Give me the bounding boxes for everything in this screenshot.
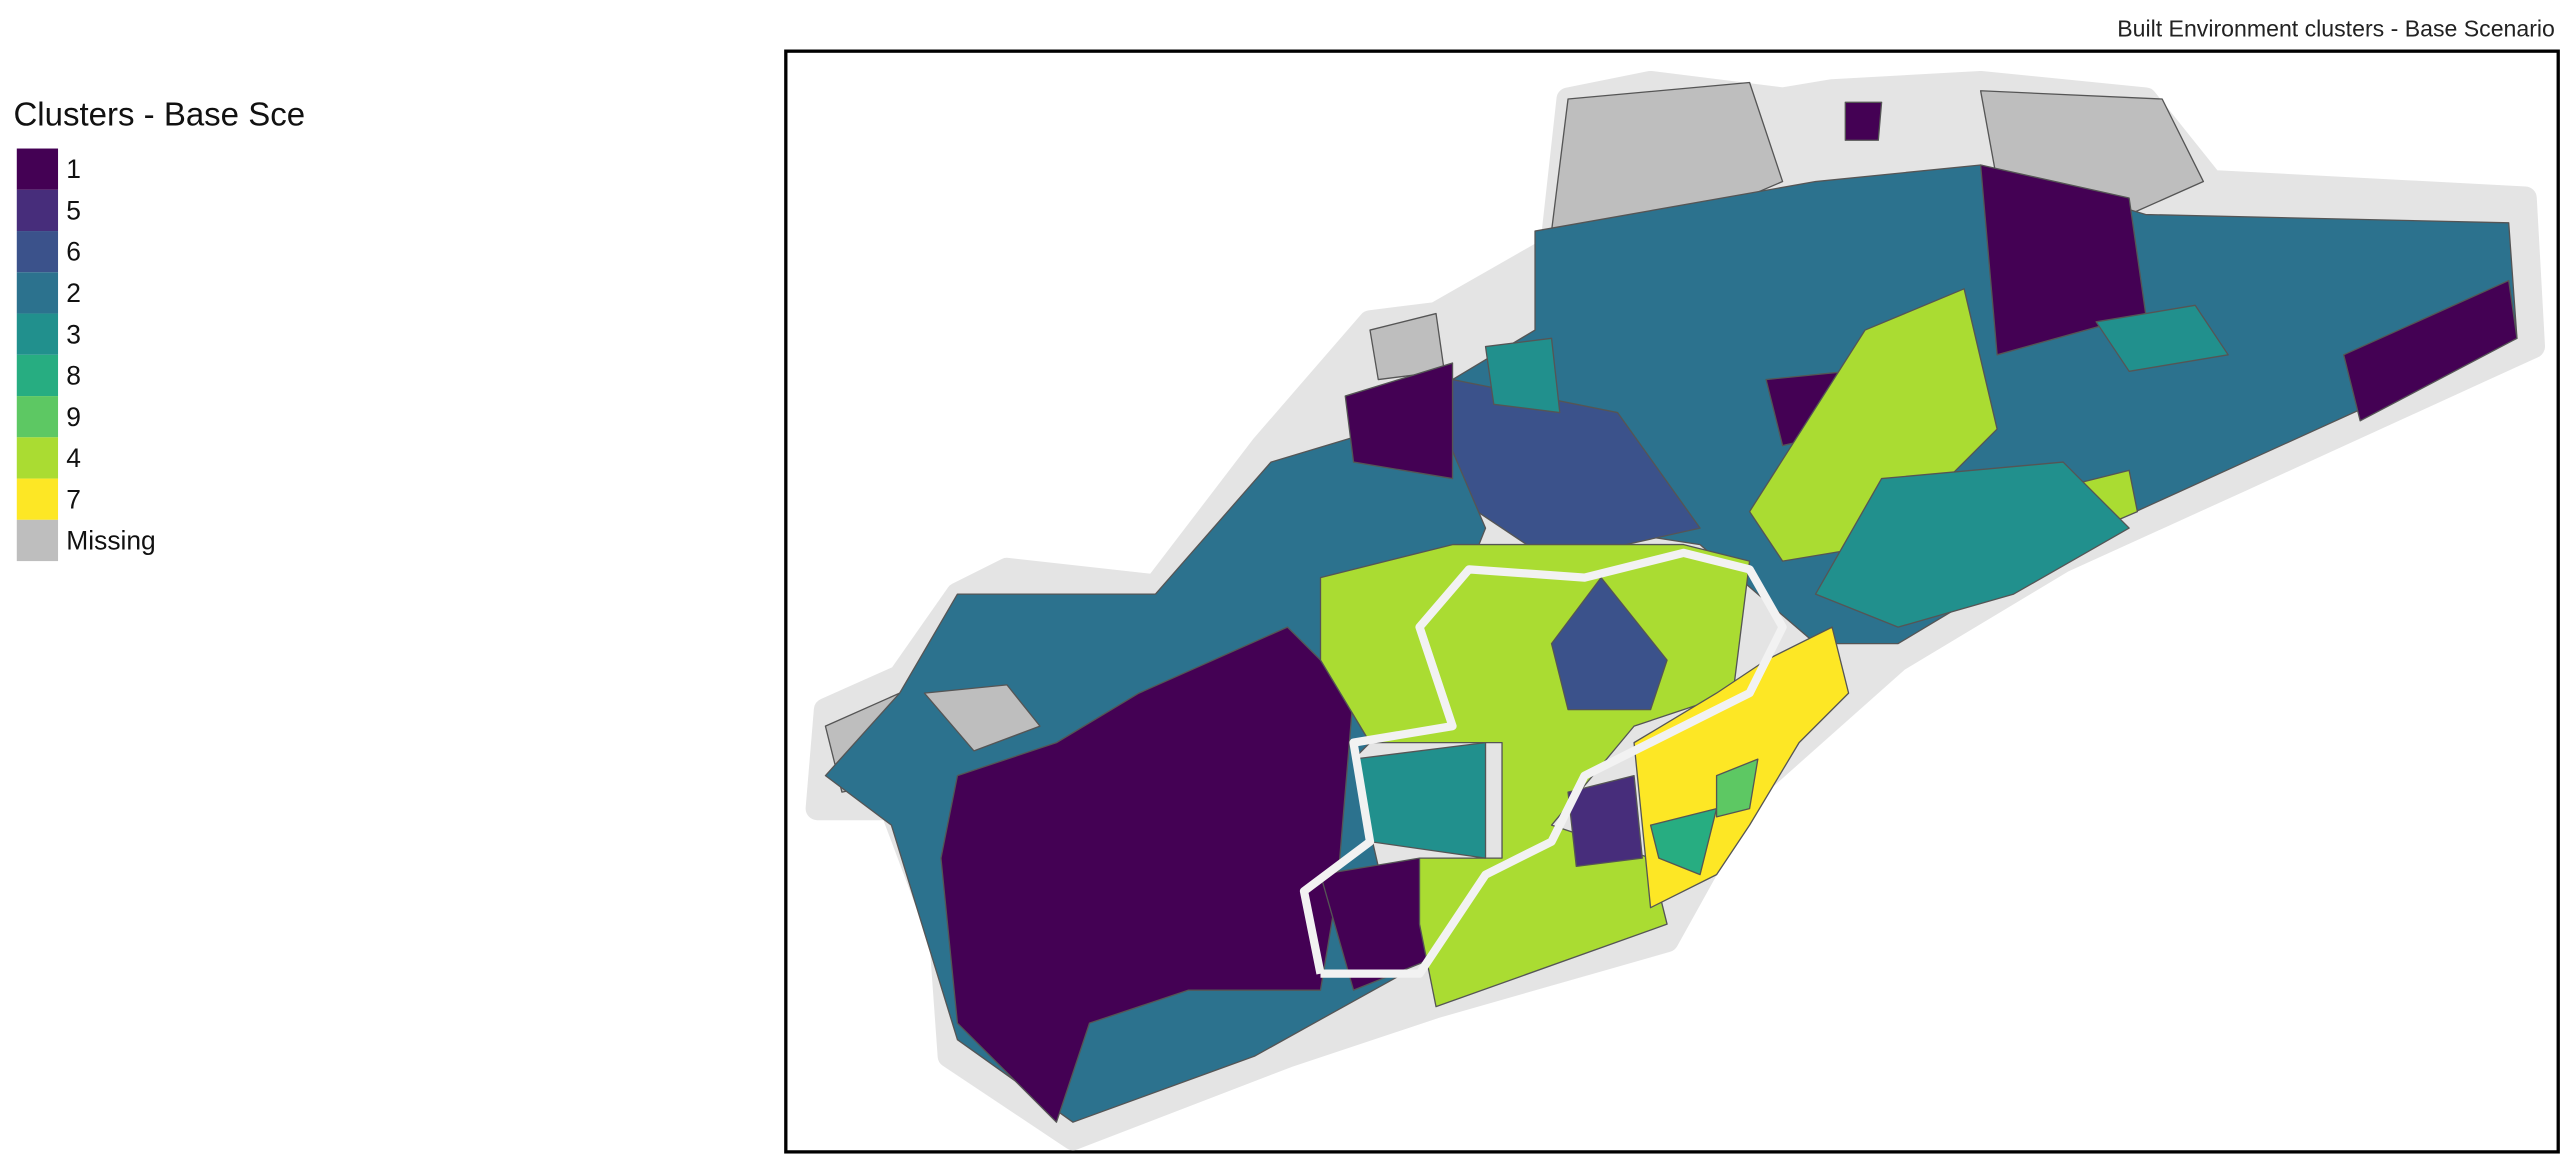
legend-label: 7	[66, 484, 81, 514]
legend-swatch	[16, 272, 59, 314]
zone-outline	[1299, 548, 1787, 978]
legend-swatch	[16, 354, 59, 397]
map-region	[940, 626, 1355, 1123]
map-title: Built Environment clusters - Base Scenar…	[2117, 15, 2555, 41]
legend-title: Clusters - Base Sce	[13, 95, 305, 132]
legend-swatch	[16, 519, 59, 562]
legend-swatch	[16, 231, 59, 273]
legend-label: 8	[66, 361, 81, 391]
legend-label: 3	[66, 319, 81, 349]
legend-label: 9	[66, 402, 81, 432]
legend-label: 2	[66, 278, 81, 308]
map-region	[1649, 807, 1718, 876]
map-region	[923, 684, 1041, 752]
map-frame	[784, 49, 2560, 1154]
legend-swatch	[16, 437, 59, 479]
map-region	[1814, 461, 2130, 628]
map-region	[1550, 576, 1668, 711]
legend-swatch	[16, 478, 59, 520]
map-region	[1748, 288, 1998, 562]
map-region	[2095, 304, 2229, 372]
legend-swatch	[16, 396, 59, 438]
map-region	[2343, 279, 2518, 422]
map-region	[1844, 101, 1883, 141]
legend: Clusters - Base Sce 1 5 6 2 3 8 9 4 7 Missing	[13, 95, 305, 562]
legend-swatch	[16, 148, 59, 190]
map	[805, 70, 2546, 1151]
legend-label: 1	[66, 154, 81, 184]
legend-label: 5	[66, 195, 81, 225]
map-region	[1484, 337, 1561, 414]
legend-label: Missing	[66, 526, 155, 556]
map-region	[1715, 758, 1759, 818]
map-region	[1344, 362, 1454, 480]
legend-label: 6	[66, 237, 81, 267]
map-region	[1567, 774, 1643, 868]
legend-swatch	[16, 313, 59, 355]
legend-swatch	[16, 189, 59, 232]
legend-label: 4	[66, 443, 81, 473]
